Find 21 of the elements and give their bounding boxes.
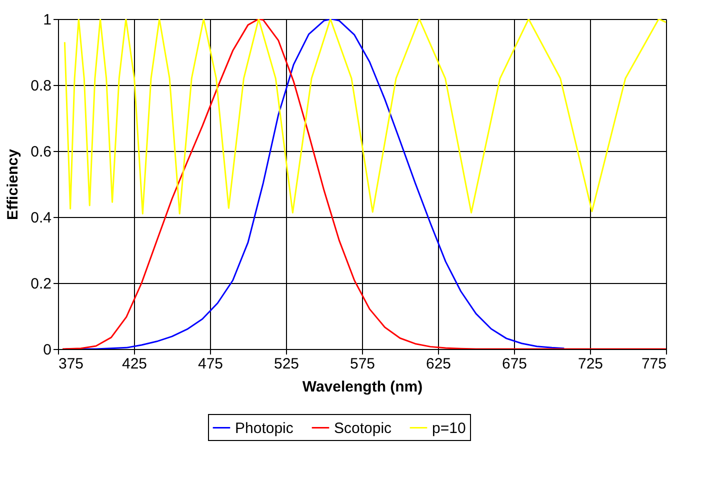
x-tick-label: 375 (58, 356, 84, 372)
x-tick-label: 775 (641, 356, 666, 372)
x-tick-label: 575 (350, 356, 376, 372)
x-tick-label: 725 (578, 356, 604, 372)
x-tick-label: 625 (426, 356, 452, 372)
x-tick-label: 475 (198, 356, 224, 372)
y-tick-label: 0.2 (30, 276, 52, 292)
y-tick-label: 0.6 (30, 144, 52, 160)
legend-label: p=10 (432, 420, 466, 437)
line-series (64, 19, 666, 214)
legend-label: Scotopic (334, 420, 392, 437)
x-axis-title: Wavelength (nm) (302, 378, 423, 396)
x-tick-label: 525 (274, 356, 300, 372)
y-tick-label: 0.8 (30, 78, 52, 94)
legend-label: Photopic (235, 420, 294, 437)
x-tick-label: 675 (502, 356, 528, 372)
y-tick-label: 1 (43, 12, 52, 28)
y-tick-label: 0.4 (30, 210, 52, 226)
y-axis-title: Efficiency (4, 148, 22, 220)
x-tick-label: 425 (122, 356, 148, 372)
y-tick-label: 0 (43, 342, 52, 358)
